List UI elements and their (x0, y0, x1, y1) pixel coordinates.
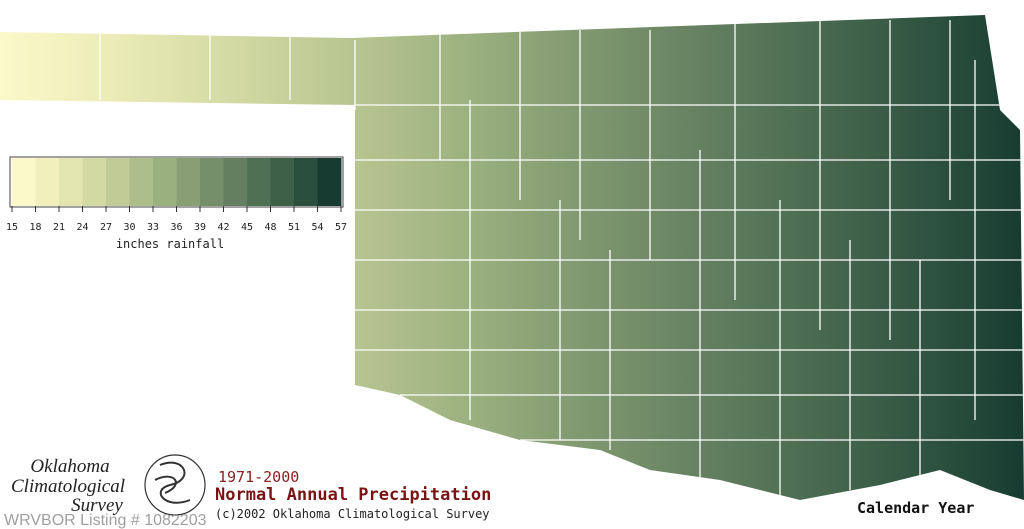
logo-text: Oklahoma (30, 456, 109, 477)
legend-swatch (270, 158, 295, 206)
legend-tick-label: 36 (170, 222, 182, 233)
legend-swatch (106, 158, 130, 206)
credit: (c)2002 Oklahoma Climatological Survey (215, 507, 490, 521)
county-lines (99, 20, 1024, 500)
legend-tick-label: 15 (6, 222, 18, 233)
legend-tick-label: 42 (217, 222, 229, 233)
subtitle: Calendar Year (857, 499, 974, 517)
legend-swatch (294, 158, 318, 206)
legend-tick-label: 51 (288, 222, 300, 233)
legend-swatch (176, 158, 201, 206)
watermark: WRVBOR Listing # 1082203 (4, 512, 207, 529)
legend-tick-label: 24 (76, 222, 88, 233)
logo-text: Climatological (11, 476, 125, 497)
legend-tick-label: 30 (123, 222, 135, 233)
legend-swatch (59, 158, 83, 206)
logo-swirl (144, 454, 206, 516)
map-title: Normal Annual Precipitation (215, 485, 491, 505)
period: 1971-2000 (218, 468, 299, 486)
legend-tick-label: 33 (147, 222, 159, 233)
legend-tick-label: 27 (100, 222, 112, 233)
legend-tick-label: 18 (29, 222, 41, 233)
legend-swatch (129, 158, 154, 206)
legend-label: inches rainfall (116, 237, 224, 251)
logo-text: Survey (71, 495, 123, 516)
legend-swatch (35, 158, 60, 206)
legend-tick-label: 57 (335, 222, 347, 233)
legend-tick-label: 54 (311, 222, 323, 233)
legend-tick-label: 48 (264, 222, 276, 233)
legend-swatch (247, 158, 271, 206)
legend: 15 18 21 24 27 30 33 36 39 42 45 48 51 54 57 (6, 156, 347, 233)
legend-tick-label: 39 (194, 222, 206, 233)
legend-swatch (223, 158, 248, 206)
legend-swatch (317, 158, 342, 206)
legend-swatch (153, 158, 177, 206)
legend-swatch (82, 158, 107, 206)
legend-tick-label: 45 (241, 222, 253, 233)
legend-swatch (12, 158, 36, 206)
oklahoma-state (0, 15, 1024, 500)
legend-swatch (200, 158, 224, 206)
legend-tick-label: 21 (53, 222, 65, 233)
